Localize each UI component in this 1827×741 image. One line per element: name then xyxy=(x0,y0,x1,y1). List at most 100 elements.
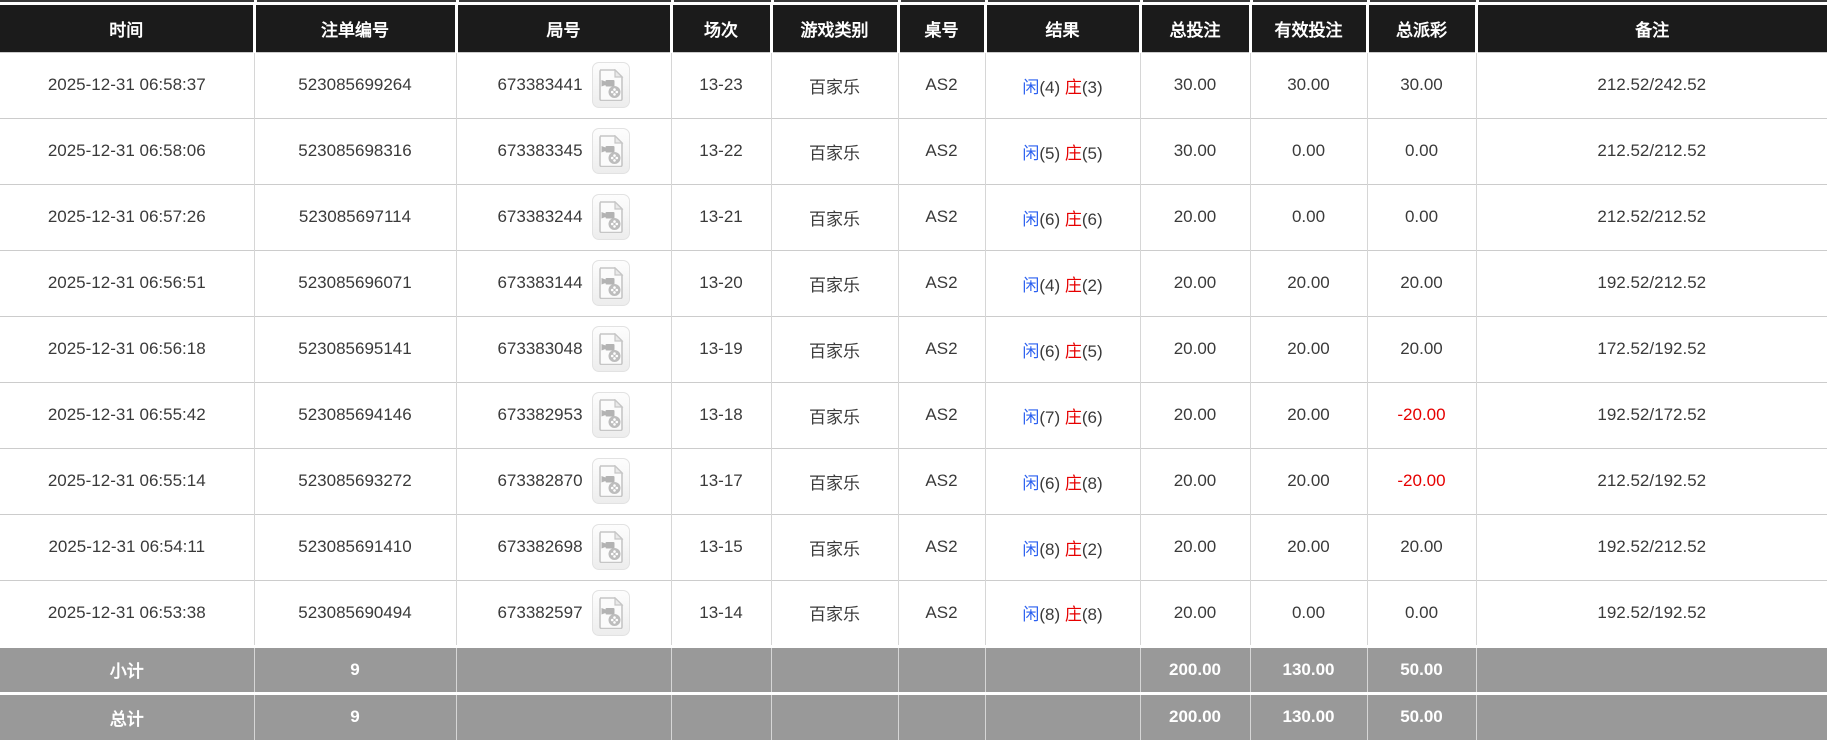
cell-valid-bet: 0.00 xyxy=(1249,117,1367,184)
banker-result-label: 庄 xyxy=(1064,539,1082,559)
cell-session: 13-22 xyxy=(670,117,771,184)
cell-bet-id: 523085691410 xyxy=(253,513,456,580)
column-header-total-bet: 总投注 xyxy=(1138,5,1250,52)
cell-result: 闲(4) 庄(2) xyxy=(984,249,1140,316)
column-header-result: 结果 xyxy=(983,5,1140,52)
cell-table-no: AS2 xyxy=(897,381,985,448)
video-replay-button[interactable] xyxy=(591,458,630,504)
table-row: 2025-12-31 06:55:42 523085694146 6733829… xyxy=(0,381,1827,448)
cell-remark: 192.52/192.52 xyxy=(1475,579,1827,646)
cell-total-bet[interactable]: 30.00 xyxy=(1139,51,1250,118)
player-result-score: (4) xyxy=(1039,77,1061,97)
subtotal-row: 小计 9 200.00 130.00 50.00 xyxy=(0,644,1827,693)
cell-remark: 212.52/192.52 xyxy=(1475,447,1827,514)
round-id-text: 673382953 xyxy=(497,405,583,424)
cell-total-bet[interactable]: 30.00 xyxy=(1139,117,1250,184)
player-result-score: (8) xyxy=(1039,605,1061,624)
video-file-icon xyxy=(598,596,623,629)
cell-result: 闲(8) 庄(2) xyxy=(984,513,1140,580)
cell-payout: 20.00 xyxy=(1366,513,1476,580)
cell-game-type: 百家乐 xyxy=(770,117,898,184)
banker-result-label: 庄 xyxy=(1064,275,1082,295)
cell-game-type: 百家乐 xyxy=(770,579,898,646)
cell-remark: 212.52/212.52 xyxy=(1475,117,1827,184)
cell-payout: 0.00 xyxy=(1366,117,1476,184)
video-file-icon xyxy=(598,201,623,233)
player-result-score: (6) xyxy=(1039,473,1061,493)
cell-remark: 212.52/242.52 xyxy=(1475,51,1827,118)
video-file-icon xyxy=(598,333,623,365)
player-result-score: (4) xyxy=(1039,275,1061,295)
round-id-text: 673383441 xyxy=(497,75,583,94)
cell-result: 闲(4) 庄(3) xyxy=(984,51,1140,118)
table-row: 2025-12-31 06:56:18 523085695141 6733830… xyxy=(0,315,1827,382)
cell-total-bet[interactable]: 20.00 xyxy=(1139,579,1250,646)
cell-valid-bet: 0.00 xyxy=(1249,579,1367,646)
cell-table-no: AS2 xyxy=(897,315,985,382)
cell-round-id: 673382597 xyxy=(455,579,671,646)
column-header-time: 时间 xyxy=(0,5,254,52)
video-replay-button[interactable] xyxy=(591,260,630,306)
video-replay-button[interactable] xyxy=(591,524,630,570)
table-row: 2025-12-31 06:54:11 523085691410 6733826… xyxy=(0,513,1827,580)
cell-total-bet[interactable]: 20.00 xyxy=(1139,183,1250,250)
banker-result-label: 庄 xyxy=(1064,143,1082,163)
player-result-score: (8) xyxy=(1039,539,1061,559)
total-row: 总计 9 200.00 130.00 50.00 xyxy=(0,691,1827,740)
table-top-edge xyxy=(0,0,1827,2)
column-header-remark: 备注 xyxy=(1474,5,1827,52)
cell-round-id: 673383144 xyxy=(455,249,671,316)
player-result-label: 闲 xyxy=(1022,275,1040,295)
cell-session: 13-15 xyxy=(670,513,771,580)
cell-session: 13-17 xyxy=(670,447,771,514)
cell-session: 13-21 xyxy=(670,183,771,250)
video-replay-button[interactable] xyxy=(591,194,630,240)
cell-payout: 20.00 xyxy=(1366,249,1476,316)
cell-bet-id: 523085699264 xyxy=(253,51,456,118)
round-id-text: 673382597 xyxy=(497,602,583,622)
cell-payout: -20.00 xyxy=(1366,447,1476,514)
cell-total-bet[interactable]: 20.00 xyxy=(1139,447,1250,514)
table-body: 2025-12-31 06:58:37 523085699264 6733834… xyxy=(0,51,1827,646)
player-result-label: 闲 xyxy=(1022,473,1040,493)
cell-bet-id: 523085695141 xyxy=(253,315,456,382)
cell-session: 13-20 xyxy=(670,249,771,316)
header-row: 时间 注单编号 局号 场次 游戏类别 桌号 结果 总投注 有效投注 总派彩 备注 xyxy=(0,5,1827,52)
video-replay-button[interactable] xyxy=(591,589,630,636)
cell-result: 闲(8) 庄(8) xyxy=(984,579,1140,646)
cell-valid-bet: 20.00 xyxy=(1249,513,1367,580)
cell-total-bet[interactable]: 20.00 xyxy=(1139,315,1250,382)
cell-session: 13-14 xyxy=(670,579,771,646)
cell-payout: 0.00 xyxy=(1366,579,1476,646)
cell-total-bet[interactable]: 20.00 xyxy=(1139,381,1250,448)
subtotal-total-bet: 200.00 xyxy=(1139,644,1250,693)
cell-bet-id: 523085698316 xyxy=(253,117,456,184)
banker-result-score: (8) xyxy=(1081,473,1103,493)
round-id-text: 673382698 xyxy=(497,537,583,556)
banker-result-score: (8) xyxy=(1081,605,1103,624)
cell-valid-bet: 20.00 xyxy=(1249,381,1367,448)
banker-result-label: 庄 xyxy=(1064,341,1082,361)
total-count: 9 xyxy=(253,691,456,740)
video-replay-button[interactable] xyxy=(591,62,630,108)
table-row: 2025-12-31 06:53:38 523085690494 6733825… xyxy=(0,579,1827,646)
cell-valid-bet: 20.00 xyxy=(1249,315,1367,382)
video-replay-button[interactable] xyxy=(591,326,630,372)
subtotal-valid-bet: 130.00 xyxy=(1249,644,1367,693)
cell-valid-bet: 0.00 xyxy=(1249,183,1367,250)
banker-result-score: (6) xyxy=(1081,209,1103,229)
cell-total-bet[interactable]: 20.00 xyxy=(1139,513,1250,580)
cell-bet-id: 523085693272 xyxy=(253,447,456,514)
cell-total-bet[interactable]: 20.00 xyxy=(1139,249,1250,316)
cell-round-id: 673382953 xyxy=(455,381,671,448)
cell-payout: 0.00 xyxy=(1366,183,1476,250)
cell-time: 2025-12-31 06:55:14 xyxy=(0,447,254,514)
cell-table-no: AS2 xyxy=(897,117,985,184)
banker-result-label: 庄 xyxy=(1064,407,1082,427)
column-header-round-id: 局号 xyxy=(454,5,671,52)
banker-result-score: (2) xyxy=(1081,275,1103,295)
cell-round-id: 673383048 xyxy=(455,315,671,382)
video-replay-button[interactable] xyxy=(591,128,630,174)
video-replay-button[interactable] xyxy=(591,392,630,438)
total-valid-bet: 130.00 xyxy=(1249,691,1367,740)
